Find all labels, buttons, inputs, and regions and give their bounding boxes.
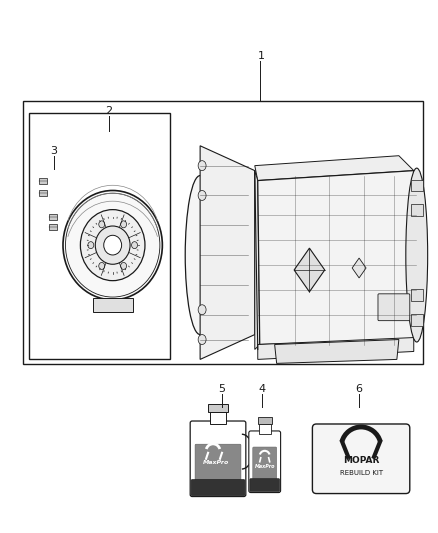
Bar: [29, 113, 170, 359]
Text: 6: 6: [356, 384, 363, 394]
Ellipse shape: [198, 335, 206, 344]
Text: 3: 3: [50, 146, 57, 156]
Ellipse shape: [104, 235, 122, 255]
Ellipse shape: [99, 221, 105, 228]
Ellipse shape: [99, 262, 105, 270]
Bar: [39, 177, 47, 183]
FancyBboxPatch shape: [253, 447, 277, 483]
Bar: [411, 289, 423, 301]
Bar: [39, 190, 47, 197]
Bar: [411, 204, 423, 216]
Polygon shape: [200, 146, 255, 359]
Ellipse shape: [131, 241, 138, 248]
FancyBboxPatch shape: [249, 431, 281, 492]
Polygon shape: [352, 258, 366, 278]
Polygon shape: [255, 171, 260, 350]
Text: MaxPro: MaxPro: [203, 461, 229, 465]
Bar: [49, 214, 57, 220]
Ellipse shape: [95, 226, 130, 264]
FancyBboxPatch shape: [190, 421, 246, 497]
Text: MOPAR: MOPAR: [343, 456, 379, 465]
Text: 4: 4: [258, 384, 265, 394]
FancyBboxPatch shape: [250, 479, 279, 491]
Ellipse shape: [88, 241, 94, 248]
Ellipse shape: [198, 305, 206, 314]
Text: REBUILD KIT: REBUILD KIT: [339, 470, 383, 475]
Polygon shape: [258, 171, 417, 344]
Text: MaxPro: MaxPro: [254, 464, 275, 469]
Ellipse shape: [63, 190, 162, 300]
Text: 1: 1: [258, 51, 265, 61]
Ellipse shape: [81, 209, 145, 281]
Ellipse shape: [406, 168, 427, 342]
Polygon shape: [258, 337, 414, 359]
Text: 5: 5: [219, 384, 226, 394]
Bar: [23, 101, 423, 365]
FancyBboxPatch shape: [195, 445, 241, 486]
Bar: [411, 314, 423, 326]
Polygon shape: [255, 156, 414, 181]
Text: 2: 2: [105, 106, 112, 116]
Ellipse shape: [198, 160, 206, 171]
Bar: [208, 404, 228, 412]
Bar: [259, 424, 271, 434]
FancyBboxPatch shape: [93, 298, 133, 312]
Bar: [411, 180, 423, 191]
Ellipse shape: [185, 175, 215, 335]
Bar: [49, 224, 57, 230]
FancyBboxPatch shape: [191, 480, 245, 496]
FancyBboxPatch shape: [378, 294, 410, 321]
Ellipse shape: [120, 221, 127, 228]
Ellipse shape: [120, 262, 127, 270]
Bar: [258, 417, 272, 424]
Ellipse shape: [198, 190, 206, 200]
FancyBboxPatch shape: [312, 424, 410, 494]
Polygon shape: [294, 248, 325, 292]
Polygon shape: [275, 340, 399, 364]
Bar: [210, 412, 226, 424]
